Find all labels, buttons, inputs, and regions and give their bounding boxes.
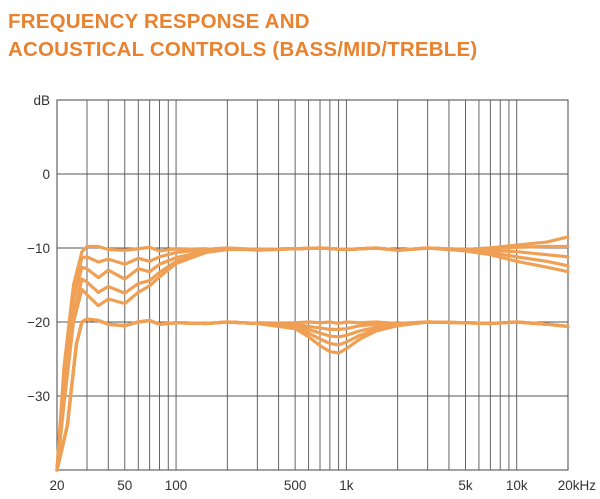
response-curve-10 <box>55 317 570 472</box>
x-tick-label: 100 <box>165 478 188 493</box>
chart-title: FREQUENCY RESPONSE AND ACOUSTICAL CONTRO… <box>8 8 477 64</box>
x-tick-label: 50 <box>117 478 132 493</box>
x-tick-label: 1k <box>339 478 354 493</box>
chart-title-line-1: FREQUENCY RESPONSE AND <box>8 10 310 33</box>
x-tick-label: 10k <box>506 478 528 493</box>
y-tick-label: −30 <box>27 389 50 404</box>
response-curve-4 <box>55 246 570 472</box>
response-curves <box>55 235 570 472</box>
y-tick-label: −10 <box>27 241 50 256</box>
response-curve-3 <box>55 246 570 472</box>
tick-labels: dB 0 −10 −20 −30 20 50 100 500 1k 5k 10k 20kHz <box>27 93 596 493</box>
response-curve-2 <box>55 244 570 472</box>
chart-title-line-2: ACOUSTICAL CONTROLS (BASS/MID/TREBLE) <box>8 38 478 61</box>
grid <box>56 99 569 471</box>
x-tick-label: 5k <box>458 478 473 493</box>
x-tick-label: 500 <box>284 478 307 493</box>
x-tick-label: 20 <box>49 478 64 493</box>
plot-frame <box>56 99 569 471</box>
response-curve-5 <box>55 246 570 472</box>
y-tick-label: −20 <box>27 315 50 330</box>
y-tick-label: 0 <box>42 167 50 182</box>
x-tick-label: 20kHz <box>558 478 597 493</box>
y-tick-label: dB <box>33 93 50 108</box>
